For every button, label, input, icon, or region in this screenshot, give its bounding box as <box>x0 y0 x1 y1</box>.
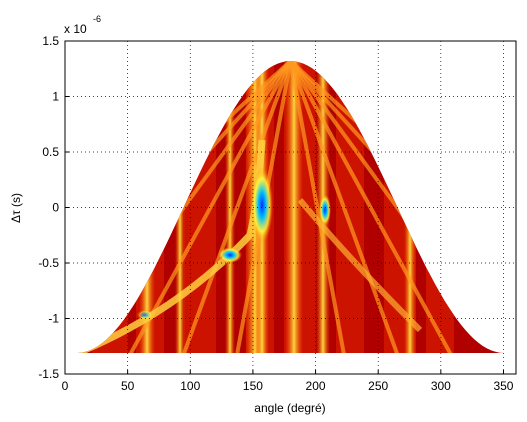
y-tick-label: 1 <box>52 90 59 104</box>
y-tick-label: 0.5 <box>42 145 59 159</box>
x-tick-label: 50 <box>121 379 135 393</box>
y-tick-label: -1.5 <box>38 367 59 381</box>
heat-curve <box>297 198 423 333</box>
y-tick-label: 1.5 <box>42 34 59 48</box>
heat-stripe <box>285 61 303 353</box>
heat-spot <box>137 310 153 320</box>
y-exponent-power: -6 <box>93 14 101 24</box>
heat-stripe <box>225 61 235 353</box>
x-tick-label: 100 <box>180 379 200 393</box>
y-exponent-base: x 10 <box>64 22 87 36</box>
x-tick-label: 150 <box>243 379 263 393</box>
y-tick-label: -1 <box>48 312 59 326</box>
heat-ray <box>288 61 458 353</box>
x-axis-label: angle (degré) <box>254 401 325 415</box>
x-tick-label: 350 <box>493 379 513 393</box>
heat-ray <box>288 61 403 353</box>
y-tick-label: -0.5 <box>38 256 59 270</box>
heat-spot <box>218 247 242 263</box>
y-tick-label: 0 <box>52 201 59 215</box>
heat-spot <box>251 167 273 243</box>
x-tick-label: 250 <box>368 379 388 393</box>
heat-ray <box>178 61 293 353</box>
x-tick-label: 200 <box>306 379 326 393</box>
y-axis-label: Δτ (s) <box>9 193 23 223</box>
heat-spot <box>319 194 331 226</box>
axes-box <box>64 40 517 375</box>
axes: 0 50 100 150 200 250 300 350 -1.5 -1 -0.5 0 0.5 1 1.5 <box>38 34 516 393</box>
x-tick-label: 0 <box>62 379 69 393</box>
heat-ray <box>288 61 348 353</box>
x-tick-label: 300 <box>431 379 451 393</box>
